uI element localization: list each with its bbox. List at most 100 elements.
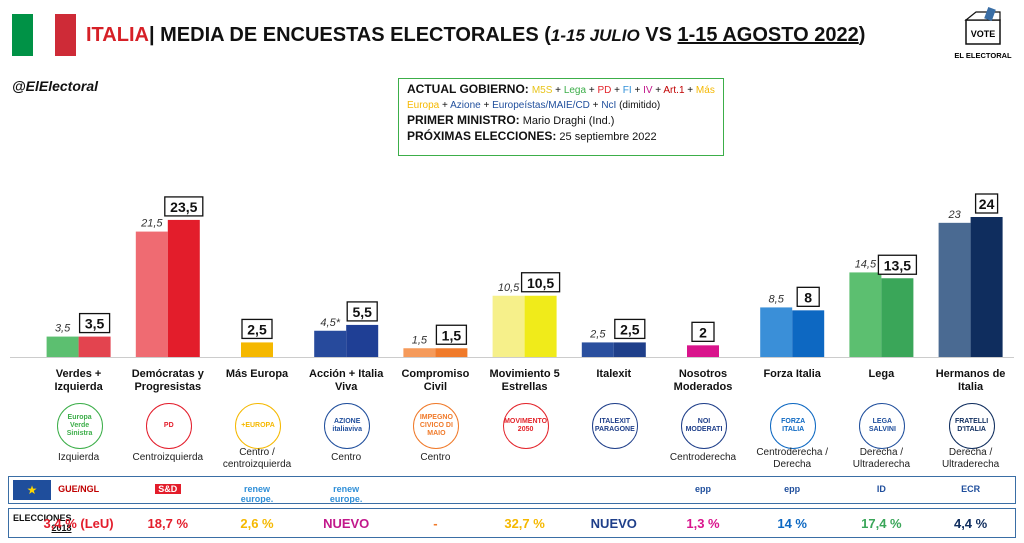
gov-party-0: M5S [531, 85, 553, 96]
label-curr-box [614, 318, 646, 340]
label-curr-box [164, 196, 204, 217]
gov-plus: + [439, 100, 451, 111]
party-logo-icon: MOVIMENTO 2050 [502, 403, 549, 449]
party-logo-icon: LEGA SALVINI [859, 403, 906, 449]
label-curr: 2 [699, 324, 707, 340]
bar-curr [346, 324, 379, 357]
bar-curr [524, 295, 557, 357]
label-curr-box [877, 254, 918, 275]
elections-2018-row: ELECCIONES 2018 [8, 508, 1016, 538]
italy-flag-icon [12, 14, 76, 56]
party-name: Nosotros Moderados [673, 368, 733, 393]
gov-party-3: FI [622, 85, 632, 96]
party-ideology: Centro / centroizquierda [222, 447, 292, 470]
election-2018-value: 1,3 % [686, 516, 720, 531]
flag-white [33, 14, 55, 56]
label-prev: 2,5 [589, 328, 606, 340]
gov-plus: + [552, 85, 564, 96]
logo-caption: EL ELECTORAL [954, 51, 1012, 60]
gov-party-7: Azione [450, 100, 481, 111]
label-curr: 2,5 [247, 321, 267, 337]
label-curr-box [346, 301, 378, 322]
gov-party-1: Lega [563, 85, 587, 96]
party-name: Más Europa [225, 368, 289, 380]
gov-plus: + [684, 85, 696, 96]
label-prev: 4,5* [320, 317, 340, 329]
bar-curr [167, 219, 200, 357]
party-logo-icon: PD [145, 403, 192, 449]
gov-label: ACTUAL GOBIERNO: [407, 82, 529, 96]
label-curr: 3,5 [85, 316, 105, 332]
gov-plus: + [480, 100, 493, 111]
bar-prev [135, 231, 168, 357]
bar-curr [687, 345, 719, 357]
title-period-1: 1-15 JULIO [550, 26, 640, 45]
pm-line: PRIMER MINISTRO: Mario Draghi (Ind.) [407, 113, 715, 129]
party-ideology: Derecha / Ultraderecha [852, 447, 911, 470]
bar-chart: 3,5 3,5 21,5 23,5 2,5 4,5* 5,5 1,5 1,5 10,5 10,5 2,… [46, 193, 1003, 357]
gov-plus: + [611, 85, 623, 96]
label-prev: 21,5 [140, 218, 163, 230]
party-logo-icon: AZIONE italiaviva [324, 403, 371, 449]
elections-label-2: 2018 [51, 523, 72, 533]
bar-curr [792, 310, 825, 357]
title-close: ) [858, 24, 866, 46]
bar-curr [613, 342, 646, 357]
party-ideology: Centroderecha [669, 452, 737, 463]
gov-parties: M5S + Lega + PD + FI + IV + Art.1 + Más … [407, 85, 715, 111]
label-curr: 24 [979, 196, 995, 212]
gov-note: (dimitido) [616, 100, 661, 111]
eu-groups-row: ★ [8, 476, 1016, 504]
party-name: Acción + Italia Viva [309, 368, 384, 393]
party-name: Movimiento 5 Estrellas [489, 368, 560, 393]
party-logo-icon: Europa Verde Sinistra [56, 403, 103, 449]
election-2018-value: NUEVO [590, 516, 637, 531]
flag-green [12, 14, 34, 56]
eu-group-badge: ID [876, 484, 886, 494]
party-logo-icon: +EUROPA [235, 403, 281, 449]
label-curr-box [520, 272, 561, 293]
pm-label: PRIMER MINISTRO: [407, 113, 520, 127]
eu-group-badge: epp [694, 484, 711, 494]
gov-plus: + [652, 85, 664, 96]
gov-party-2: PD [597, 85, 612, 96]
party-ideology: Centroderecha / Derecha [756, 447, 829, 470]
party-name: Verdes + Izquierda [54, 368, 103, 393]
label-curr: 8 [804, 289, 812, 305]
page-title: ITALIA| MEDIA DE ENCUESTAS ELECTORALES (… [86, 24, 865, 47]
bar-curr [970, 217, 1003, 357]
title-period-2: 1-15 AGOSTO 2022 [677, 24, 859, 46]
label-curr-box [974, 193, 999, 214]
label-curr-box [691, 321, 715, 342]
gov-party-9: NcI [601, 100, 617, 111]
label-curr: 1,5 [442, 327, 462, 343]
label-curr: 5,5 [352, 304, 372, 320]
twitter-handle[interactable]: @ElElectoral [12, 78, 99, 94]
next-election-value: 25 septiembre 2022 [559, 131, 657, 143]
label-prev: 10,5 [498, 282, 520, 294]
label-prev: 8,5 [769, 293, 785, 305]
eu-group-badge: ECR [961, 484, 981, 494]
title-vs: VS [639, 24, 678, 46]
eu-flag-icon: ★ [13, 480, 51, 500]
x-axis-line [10, 357, 1014, 358]
bar-prev [403, 348, 436, 357]
bar-prev [314, 330, 347, 357]
bar-prev [760, 307, 793, 357]
title-country: ITALIA [86, 24, 149, 46]
gov-party-6: Más Europa [407, 85, 715, 111]
bar-prev [46, 336, 79, 357]
label-curr-box [796, 286, 820, 307]
gov-line: ACTUAL GOBIERNO: M5S + Lega + PD + FI + … [407, 82, 715, 113]
elections-label-1: ELECCIONES [13, 513, 72, 523]
label-curr: 13,5 [884, 257, 911, 273]
bar-prev [849, 272, 882, 357]
next-election-line: PRÓXIMAS ELECCIONES: 25 septiembre 2022 [407, 129, 715, 145]
party-name: Forza Italia [763, 368, 821, 380]
gov-plus: + [586, 85, 598, 96]
party-logo-icon: NOI MODERATI [681, 403, 727, 449]
gov-plus: + [589, 100, 602, 111]
party-name: Lega [868, 368, 895, 380]
party-name: Italexit [596, 368, 632, 380]
election-2018-value: 32,7 % [504, 516, 545, 531]
